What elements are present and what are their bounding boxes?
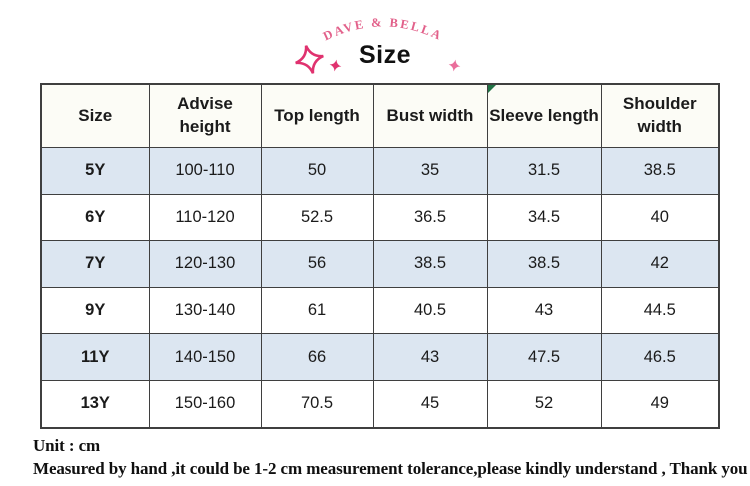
table-cell: 36.5 <box>372 193 488 242</box>
table-row-6y: 6Y 110-120 52.5 36.5 34.5 40 <box>40 193 720 242</box>
table-cell: 70.5 <box>260 379 374 429</box>
table-cell: 120-130 <box>148 240 262 288</box>
table-cell: 43 <box>486 286 602 335</box>
column-header-bust-width: Bust width <box>372 83 488 148</box>
sparkle-outline-icon <box>295 45 324 74</box>
table-cell: 43 <box>372 333 488 381</box>
row-label: 9Y <box>40 286 150 335</box>
table-cell: 49 <box>600 379 720 429</box>
table-cell: 38.5 <box>600 147 720 195</box>
table-row-11y: 11Y 140-150 66 43 47.5 46.5 <box>40 333 720 381</box>
table-cell: 110-120 <box>148 193 262 242</box>
row-label: 5Y <box>40 147 150 195</box>
table-row-7y: 7Y 120-130 56 38.5 38.5 42 <box>40 240 720 288</box>
table-cell: 31.5 <box>486 147 602 195</box>
table-row-9y: 9Y 130-140 61 40.5 43 44.5 <box>40 286 720 335</box>
table-cell: 44.5 <box>600 286 720 335</box>
table-cell: 40 <box>600 193 720 242</box>
unit-label: Unit : cm <box>33 436 101 455</box>
table-cell: 50 <box>260 147 374 195</box>
footer-notes: Unit : cm Measured by hand ,it could be … <box>33 435 750 480</box>
table-cell: 38.5 <box>486 240 602 288</box>
table-cell: 46.5 <box>600 333 720 381</box>
table-cell: 47.5 <box>486 333 602 381</box>
table-row-5y: 5Y 100-110 50 35 31.5 38.5 <box>40 147 720 195</box>
table-cell: 52.5 <box>260 193 374 242</box>
page-title: Size <box>358 41 412 69</box>
brand-logo: DAVE & BELLA <box>321 15 445 43</box>
table-row-13y: 13Y 150-160 70.5 45 52 49 <box>40 379 720 429</box>
cell-corner-marker-icon <box>488 85 496 93</box>
table-cell: 100-110 <box>148 147 262 195</box>
column-header-size: Size <box>40 83 150 148</box>
table-cell: 61 <box>260 286 374 335</box>
svg-text:DAVE & BELLA: DAVE & BELLA <box>321 15 445 43</box>
row-label: 6Y <box>40 193 150 242</box>
header-row: Size Advise height Top length Bust width… <box>40 83 720 148</box>
column-header-sleeve-length: Sleeve length <box>486 83 602 148</box>
table-cell: 150-160 <box>148 379 262 429</box>
row-label: 7Y <box>40 240 150 288</box>
table-cell: 140-150 <box>148 333 262 381</box>
column-header-top-length: Top length <box>260 83 374 148</box>
table-cell: 45 <box>372 379 488 429</box>
tolerance-note: Measured by hand ,it could be 1-2 cm mea… <box>33 458 750 478</box>
column-header-advise-height: Advise height <box>148 83 262 148</box>
column-header-shoulder-width: Shoulder width <box>600 83 720 148</box>
sparkle-filled-icon <box>448 59 461 72</box>
size-chart-table: Size Advise height Top length Bust width… <box>40 83 720 429</box>
table-cell: 34.5 <box>486 193 602 242</box>
table-cell: 42 <box>600 240 720 288</box>
sparkle-filled-icon <box>329 59 342 72</box>
column-header-label: Sleeve length <box>489 105 599 125</box>
row-label: 11Y <box>40 333 150 381</box>
brand-name: DAVE & BELLA <box>321 15 443 43</box>
table-cell: 52 <box>486 379 602 429</box>
table-cell: 66 <box>260 333 374 381</box>
table-cell: 40.5 <box>372 286 488 335</box>
table-cell: 56 <box>260 240 374 288</box>
table-cell: 38.5 <box>372 240 488 288</box>
row-label: 13Y <box>40 379 150 429</box>
table-cell: 130-140 <box>148 286 262 335</box>
table-cell: 35 <box>372 147 488 195</box>
